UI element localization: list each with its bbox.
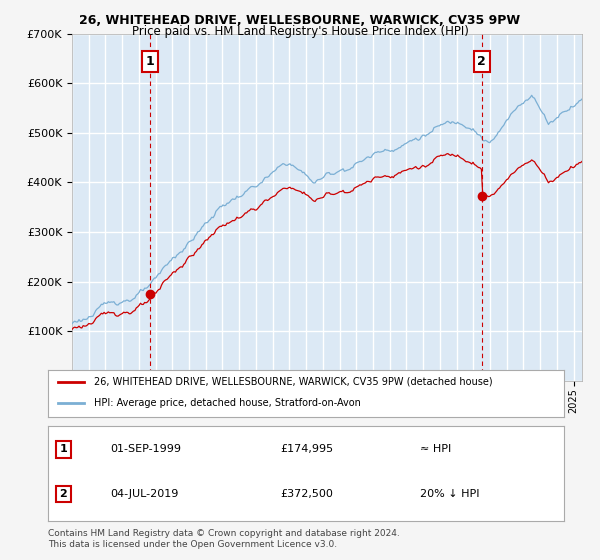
26, WHITEHEAD DRIVE, WELLESBOURNE, WARWICK, CV35 9PW (detached house): [68, 326, 76, 333]
Text: 1: 1: [146, 55, 154, 68]
26, WHITEHEAD DRIVE, WELLESBOURNE, WARWICK, CV35 9PW (detached house): [447, 152, 454, 159]
Text: 26, WHITEHEAD DRIVE, WELLESBOURNE, WARWICK, CV35 9PW: 26, WHITEHEAD DRIVE, WELLESBOURNE, WARWI…: [79, 14, 521, 27]
26, WHITEHEAD DRIVE, WELLESBOURNE, WARWICK, CV35 9PW (detached house): [119, 310, 126, 317]
26, WHITEHEAD DRIVE, WELLESBOURNE, WARWICK, CV35 9PW (detached house): [173, 267, 181, 273]
26, WHITEHEAD DRIVE, WELLESBOURNE, WARWICK, CV35 9PW (detached house): [444, 150, 451, 157]
Text: 20% ↓ HPI: 20% ↓ HPI: [419, 489, 479, 499]
26, WHITEHEAD DRIVE, WELLESBOURNE, WARWICK, CV35 9PW (detached house): [155, 286, 162, 293]
26, WHITEHEAD DRIVE, WELLESBOURNE, WARWICK, CV35 9PW (detached house): [578, 158, 586, 165]
HPI: Average price, detached house, Stratford-on-Avon: (2.01e+03, 4.25e+05): Average price, detached house, Stratford…: [344, 167, 351, 174]
26, WHITEHEAD DRIVE, WELLESBOURNE, WARWICK, CV35 9PW (detached house): [344, 189, 351, 196]
Text: 2: 2: [477, 55, 486, 68]
Text: Contains HM Land Registry data © Crown copyright and database right 2024.
This d: Contains HM Land Registry data © Crown c…: [48, 529, 400, 549]
Text: 2: 2: [59, 489, 67, 499]
HPI: Average price, detached house, Stratford-on-Avon: (2e+03, 1.58e+05): Average price, detached house, Stratford…: [119, 299, 126, 306]
Line: HPI: Average price, detached house, Stratford-on-Avon: HPI: Average price, detached house, Stra…: [72, 95, 582, 324]
HPI: Average price, detached house, Stratford-on-Avon: (2e+03, 2.53e+05): Average price, detached house, Stratford…: [173, 252, 181, 259]
Text: 01-SEP-1999: 01-SEP-1999: [110, 445, 181, 454]
Text: HPI: Average price, detached house, Stratford-on-Avon: HPI: Average price, detached house, Stra…: [94, 398, 361, 408]
HPI: Average price, detached house, Stratford-on-Avon: (2.02e+03, 5.21e+05): Average price, detached house, Stratford…: [446, 119, 453, 125]
Line: 26, WHITEHEAD DRIVE, WELLESBOURNE, WARWICK, CV35 9PW (detached house): 26, WHITEHEAD DRIVE, WELLESBOURNE, WARWI…: [72, 153, 582, 329]
HPI: Average price, detached house, Stratford-on-Avon: (2e+03, 2.16e+05): Average price, detached house, Stratford…: [155, 270, 162, 277]
Text: 26, WHITEHEAD DRIVE, WELLESBOURNE, WARWICK, CV35 9PW (detached house): 26, WHITEHEAD DRIVE, WELLESBOURNE, WARWI…: [94, 376, 493, 386]
Text: £174,995: £174,995: [280, 445, 334, 454]
26, WHITEHEAD DRIVE, WELLESBOURNE, WARWICK, CV35 9PW (detached house): [418, 164, 425, 170]
Text: 04-JUL-2019: 04-JUL-2019: [110, 489, 178, 499]
HPI: Average price, detached house, Stratford-on-Avon: (2e+03, 1.15e+05): Average price, detached house, Stratford…: [68, 320, 76, 327]
Text: ≈ HPI: ≈ HPI: [419, 445, 451, 454]
HPI: Average price, detached house, Stratford-on-Avon: (2.02e+03, 4.92e+05): Average price, detached house, Stratford…: [418, 133, 425, 140]
HPI: Average price, detached house, Stratford-on-Avon: (2.03e+03, 5.68e+05): Average price, detached house, Stratford…: [578, 96, 586, 102]
HPI: Average price, detached house, Stratford-on-Avon: (2.02e+03, 5.76e+05): Average price, detached house, Stratford…: [528, 92, 535, 99]
Text: £372,500: £372,500: [280, 489, 333, 499]
Text: 1: 1: [59, 445, 67, 454]
Text: Price paid vs. HM Land Registry's House Price Index (HPI): Price paid vs. HM Land Registry's House …: [131, 25, 469, 38]
